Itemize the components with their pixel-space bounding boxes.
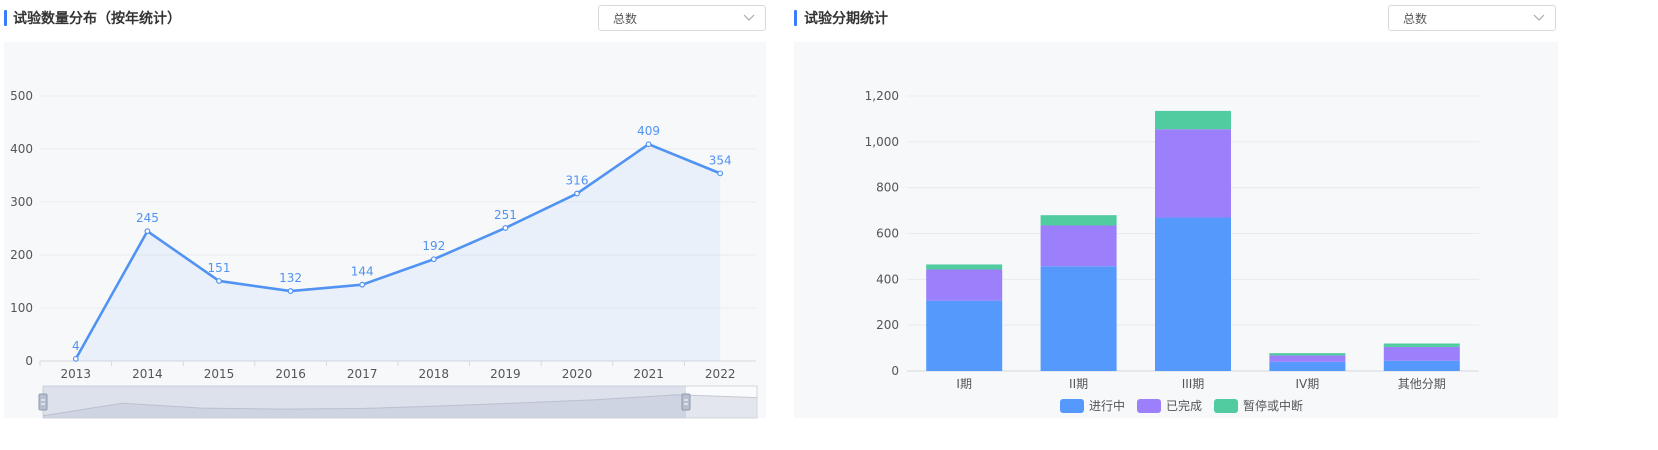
data-point: [645, 141, 652, 148]
x-tick-label: 2020: [562, 367, 593, 381]
y-tick-label: 200: [876, 318, 899, 332]
phase-metric-select[interactable]: 总数: [1388, 5, 1556, 31]
panel-header: 试验数量分布（按年统计） 总数: [0, 0, 810, 36]
zoom-handle: [681, 393, 691, 411]
line-chart: 0 100 200 300 400 500 2013 2014 2015 2016 2017 2018…: [10, 89, 758, 419]
y-tick-label: 200: [10, 248, 33, 262]
stacked-bar-chart: 0 200 400 600 800 1,000 1,200 I期 II期 III期 IV期 其他分期进…: [865, 89, 1479, 413]
bar-segment: [1383, 346, 1460, 361]
bar-segment: [1269, 355, 1346, 362]
data-label: 251: [494, 208, 517, 222]
zoom-handle: [38, 393, 48, 411]
x-tick-label: III期: [1182, 377, 1205, 391]
legend-label: 暂停或中断: [1243, 398, 1303, 413]
data-label: 132: [279, 271, 302, 285]
bar-segment: [1155, 217, 1231, 371]
zoom-slider-preview-line: [42, 394, 758, 417]
x-tick-label: 2017: [347, 367, 378, 381]
y-tick-label: 600: [876, 227, 899, 241]
data-point: [72, 355, 79, 362]
x-tick-label: II期: [1069, 377, 1088, 391]
x-tick-label: 2019: [490, 367, 521, 381]
x-tick-label: 2016: [275, 367, 306, 381]
data-point: [144, 228, 151, 235]
data-label: 316: [566, 174, 589, 188]
y-tick-label: 500: [10, 89, 33, 103]
y-tick-label: 0: [891, 364, 899, 378]
chevron-down-icon: [743, 14, 755, 21]
x-tick-label: IV期: [1296, 377, 1320, 391]
bar-segment: [1155, 110, 1231, 130]
x-tick-label: 2014: [132, 367, 163, 381]
panel-title: 试验分期统计: [804, 11, 888, 27]
y-tick-label: 1,200: [865, 89, 899, 103]
legend-swatch: [1060, 399, 1084, 413]
chart-background: [4, 42, 766, 418]
line-area-fill: [75, 144, 721, 361]
title-accent-bar: [794, 10, 797, 26]
legend-label: 进行中: [1089, 398, 1125, 413]
data-label: 245: [136, 211, 159, 225]
y-tick-label: 800: [876, 181, 899, 195]
x-tick-label: 其他分期: [1398, 377, 1446, 391]
y-tick-label: 400: [876, 272, 899, 286]
bar-segment: [926, 269, 1003, 301]
series-line: [74, 142, 721, 360]
bar-segment: [1269, 361, 1346, 371]
bar-segment: [1155, 129, 1231, 218]
y-tick-label: 100: [10, 301, 33, 315]
x-tick-label: 2021: [633, 367, 664, 381]
data-point: [717, 170, 724, 177]
data-label: 192: [422, 239, 445, 253]
x-tick-label: 2015: [204, 367, 235, 381]
bar-segment: [1040, 225, 1117, 267]
data-label: 144: [351, 265, 374, 279]
data-point: [430, 256, 437, 263]
y-tick-label: 300: [10, 195, 33, 209]
data-point: [502, 225, 509, 231]
data-label: 151: [208, 261, 231, 275]
trial-count-by-year-panel: 试验数量分布（按年统计） 总数 0 100 200 300 400 500 2013 2014…: [0, 0, 810, 450]
y-tick-label: 1,000: [865, 135, 899, 149]
bar-segment: [1269, 353, 1346, 356]
x-tick-label: 2013: [61, 367, 92, 381]
data-label: 4: [72, 339, 80, 353]
bar-segment: [1383, 360, 1460, 371]
bar-segment: [1040, 266, 1117, 371]
x-tick-label: 2018: [419, 367, 450, 381]
panel-header: 试验分期统计 总数: [794, 0, 1658, 36]
chevron-down-icon: [1533, 14, 1545, 21]
x-tick-label: I期: [956, 377, 972, 391]
zoom-selected-range: [43, 386, 686, 418]
title-accent-bar: [4, 10, 7, 26]
data-point: [287, 288, 294, 294]
x-tick-label: 2022: [705, 367, 736, 381]
bar-segment: [1040, 215, 1117, 226]
data-point: [216, 278, 222, 284]
select-value: 总数: [613, 12, 638, 26]
data-label: 409: [637, 124, 660, 138]
bar-segment: [1383, 343, 1460, 347]
data-point: [574, 190, 580, 197]
bar-segment: [926, 300, 1003, 371]
panel-title: 试验数量分布（按年统计）: [13, 11, 181, 27]
year-metric-select[interactable]: 总数: [598, 5, 766, 31]
select-value: 总数: [1403, 12, 1428, 26]
data-label: 354: [709, 153, 732, 167]
y-tick-label: 400: [10, 142, 33, 156]
y-tick-label: 0: [25, 354, 33, 368]
trial-phase-stats-panel: 试验分期统计 总数 0 200 400 600 800 1,000 1,200 I期 II期 II…: [794, 0, 1658, 450]
data-point: [359, 281, 366, 288]
legend-label: 已完成: [1166, 398, 1202, 413]
legend-swatch: [1137, 399, 1161, 413]
bar-segment: [926, 264, 1003, 270]
legend-swatch: [1214, 399, 1238, 413]
